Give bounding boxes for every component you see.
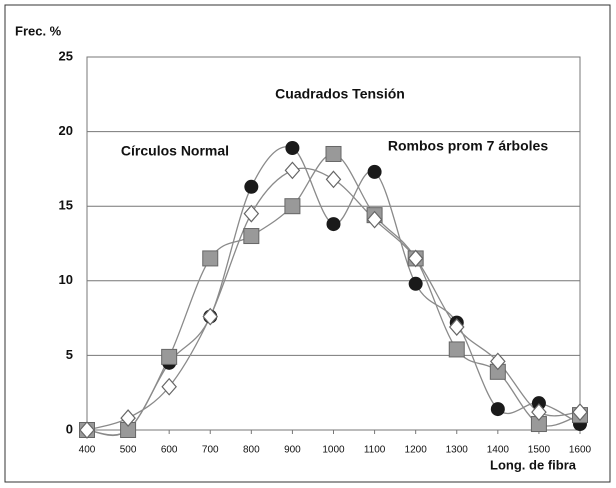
x-tick-label: 500 [120, 445, 137, 456]
x-tick-label: 1000 [322, 445, 345, 456]
y-tick-label: 0 [66, 421, 73, 436]
annotation: Cuadrados Tensión [275, 86, 405, 102]
x-axis-label: Long. de fibra [490, 457, 577, 472]
square-marker [202, 250, 219, 267]
circle-marker [531, 396, 546, 411]
diamond-marker [120, 409, 136, 427]
annotation: Rombos prom 7 árboles [388, 138, 548, 154]
square-marker [161, 348, 178, 365]
y-axis-label: Frec. % [15, 23, 62, 38]
y-tick-label: 20 [59, 123, 73, 138]
x-tick-label: 1300 [446, 445, 469, 456]
circle-marker [285, 141, 300, 156]
diamond-marker [448, 318, 465, 336]
diamond-marker [572, 403, 588, 422]
circle-marker [408, 276, 423, 291]
x-tick-label: 1500 [528, 445, 551, 456]
diamond-marker [79, 421, 95, 439]
y-tick-label: 5 [66, 347, 73, 362]
diamond-marker [325, 170, 342, 189]
y-tick-label: 15 [59, 198, 73, 213]
x-tick-label: 800 [243, 445, 260, 456]
square-marker [325, 145, 342, 162]
diamond-marker [161, 377, 177, 396]
diamond-marker [490, 352, 506, 371]
diamond-marker [407, 249, 424, 268]
diamond-marker [531, 403, 547, 422]
x-tick-label: 700 [202, 445, 219, 456]
frame [4, 4, 611, 483]
diamond-marker [243, 204, 260, 223]
square-marker [243, 228, 260, 245]
x-tick-label: 1600 [569, 445, 592, 456]
x-tick-label: 1100 [364, 445, 386, 456]
y-tick-label: 10 [59, 272, 73, 287]
diamond-marker [284, 161, 301, 180]
y-tick-label: 25 [59, 48, 73, 63]
x-tick-label: 400 [79, 445, 96, 456]
x-tick-label: 1400 [487, 445, 510, 456]
circle-marker [367, 164, 382, 179]
diamond-marker [202, 307, 219, 326]
x-tick-label: 1200 [405, 445, 428, 456]
diamond-marker [366, 210, 383, 229]
circle-marker [244, 179, 259, 194]
annotation: Círculos Normal [121, 143, 229, 159]
x-tick-label: 600 [161, 445, 178, 456]
square-marker [448, 341, 465, 358]
x-tick-label: 900 [284, 445, 301, 456]
square-marker [284, 198, 301, 215]
circle-marker [490, 402, 505, 417]
circle-marker [326, 217, 341, 232]
